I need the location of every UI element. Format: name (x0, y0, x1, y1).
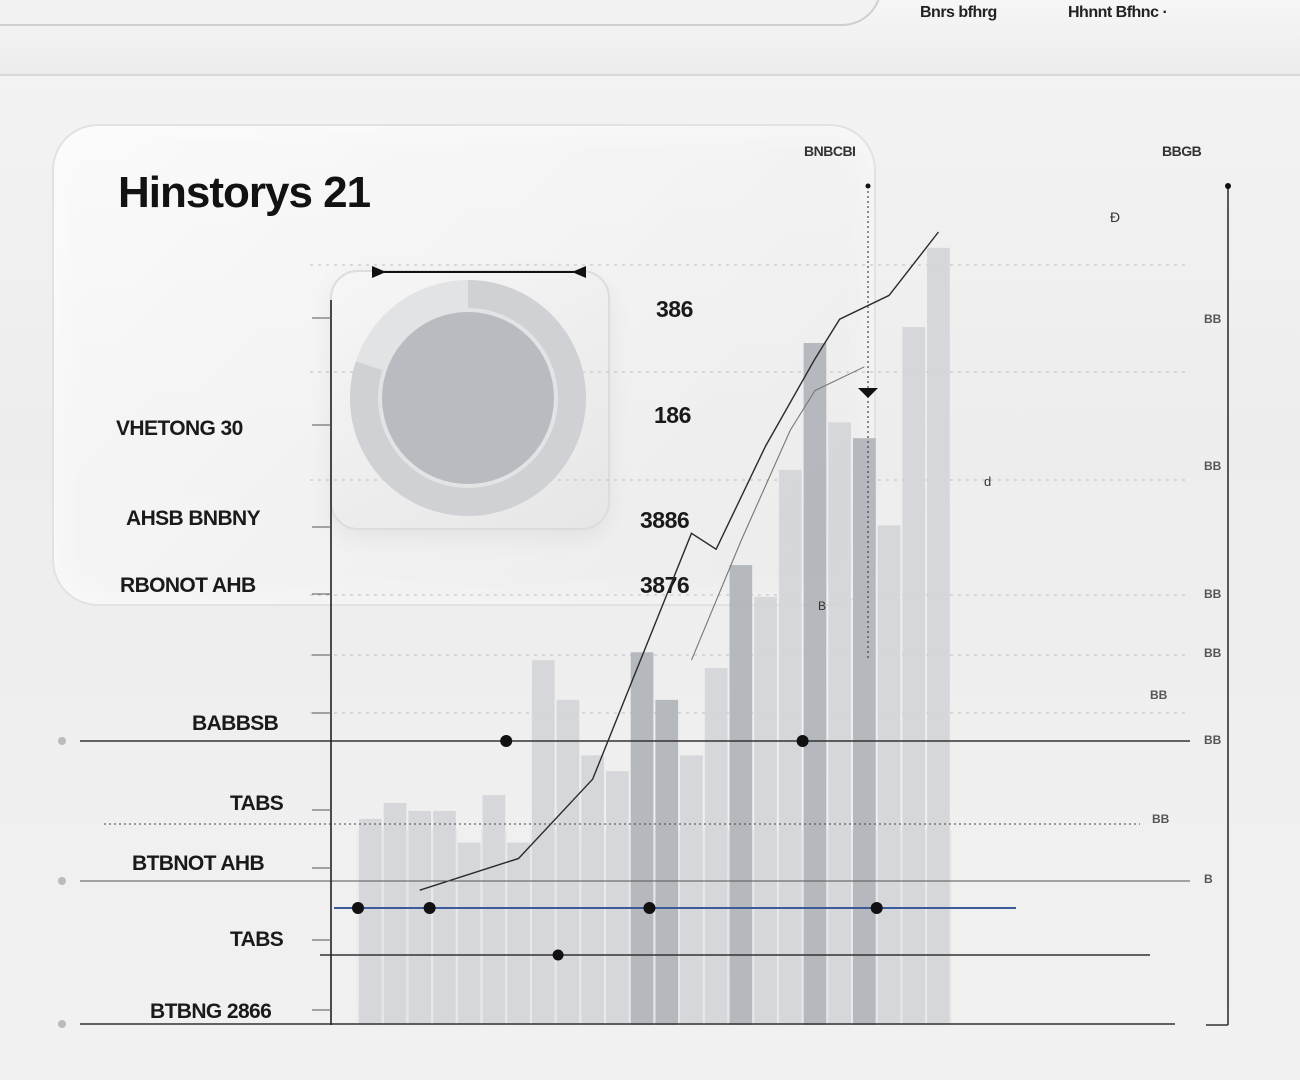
right-tick-4: BB (1204, 646, 1222, 660)
bar-1 (383, 802, 407, 1025)
bar-19 (828, 422, 851, 1025)
nav-link-1[interactable]: Bnrs bfhrg (920, 4, 997, 21)
bar-13 (680, 755, 703, 1025)
bar-4 (457, 842, 481, 1025)
marker-1-1 (796, 735, 809, 747)
top-bar: Bnrs bfhrg Hhnnt Bfhnc · (0, 0, 1300, 76)
bar-6 (507, 842, 530, 1025)
bar-5 (482, 795, 506, 1025)
axis-label-2: TABS (230, 792, 284, 815)
donut-range-arrow-right (572, 266, 586, 278)
bar-11 (630, 652, 654, 1025)
series-line-secondary (690, 366, 865, 661)
annotation-2: B (818, 599, 826, 613)
bar-15 (729, 565, 753, 1025)
nav-link-2-label: Hhnnt Bfhnc (1068, 4, 1159, 21)
right-tick-3: BB (1204, 587, 1222, 601)
marker-1-0 (500, 735, 513, 747)
bar-3 (433, 810, 456, 1025)
axis-label-1: BABBSB (192, 712, 279, 735)
right-axis-dot (1225, 183, 1231, 189)
donut-chart (350, 266, 586, 516)
nav-link-2[interactable]: Hhnnt Bfhnc · (1068, 4, 1168, 22)
stat-value-1: 386 (656, 296, 693, 322)
bar-10 (606, 771, 629, 1025)
donut-range-arrow-left (372, 266, 386, 278)
lines-layer (419, 183, 1231, 1026)
bar-7 (531, 660, 555, 1025)
bar-21 (877, 525, 901, 1025)
bars-layer (359, 247, 950, 1026)
bar-2 (408, 810, 432, 1025)
marker-2-3 (870, 902, 883, 914)
markers-layer (58, 735, 1190, 1028)
top-bar-tab-shape (0, 0, 882, 26)
donut-arc (350, 280, 586, 516)
bar-20 (853, 438, 876, 1025)
bar-14 (704, 668, 728, 1025)
row-bullet-0 (58, 737, 66, 745)
stat-value-4: 3876 (640, 572, 690, 598)
stat-value-2: 186 (654, 402, 691, 428)
bar-8 (556, 699, 580, 1025)
axes-layer (312, 300, 332, 1025)
page-title: Hinstorys 21 (118, 168, 371, 217)
axis-label-3: BTBNOT AHB (132, 852, 265, 875)
donut-center (382, 312, 554, 484)
marker-2-1 (423, 902, 436, 914)
stat-label-1: VHETONG 30 (116, 417, 243, 440)
annotation-0: Ð (1110, 209, 1120, 225)
axis-label-4: TABS (230, 928, 284, 951)
marker-2-0 (352, 902, 364, 914)
stat-value-3: 3886 (640, 507, 690, 533)
column-header-right: BBGB (1162, 143, 1202, 159)
stat-label-3: RBONOT AHB (120, 574, 256, 597)
right-tick-1: BB (1204, 312, 1222, 326)
row-bullet-2 (58, 1020, 66, 1028)
bar-0 (359, 818, 382, 1025)
marker-3-0 (552, 949, 564, 961)
bar-12 (655, 699, 679, 1025)
right-tick-7: B (1204, 872, 1213, 886)
bar-23 (927, 247, 950, 1026)
indicator-arrow (858, 388, 878, 398)
stat-label-2: AHSB BNBNY (126, 507, 261, 530)
right-tick-8: BB (1150, 688, 1168, 702)
row-bullet-1 (58, 877, 66, 885)
indicator-top-dot (865, 183, 871, 189)
axis-label-5: BTBNG 2866 (150, 1000, 272, 1023)
bar-18 (803, 343, 827, 1025)
dropdown-icon[interactable]: · (1162, 4, 1168, 21)
bar-16 (754, 596, 777, 1025)
right-tick-2: BB (1204, 459, 1222, 473)
series-line-main (419, 231, 940, 891)
bar-22 (902, 327, 926, 1025)
right-tick-5: BB (1204, 733, 1222, 747)
marker-2-2 (643, 902, 656, 914)
column-header-center: BNBCBI (804, 143, 856, 159)
annotation-1: d (984, 474, 991, 489)
right-tick-6: BB (1152, 812, 1170, 826)
bar-17 (778, 469, 802, 1025)
bar-9 (581, 755, 604, 1025)
